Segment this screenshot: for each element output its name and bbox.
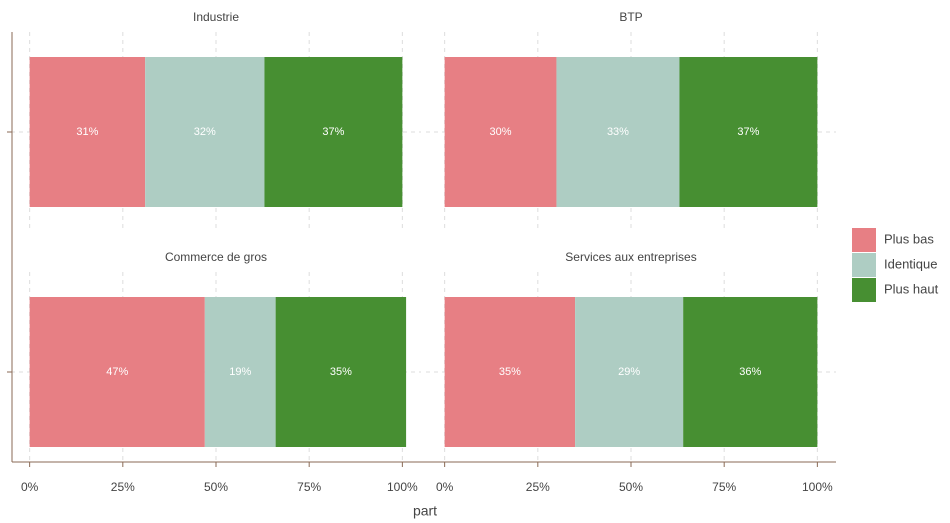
bar-segment [679, 57, 818, 207]
data-label: 29% [618, 366, 640, 378]
x-tick-label: 100% [387, 480, 418, 494]
bar-segment [29, 57, 146, 207]
x-tick-label: 50% [619, 480, 643, 494]
facet-title: BTP [619, 10, 642, 24]
x-axis-label: part [413, 503, 437, 519]
x-tick-label: 0% [436, 480, 454, 494]
data-label: 32% [194, 126, 216, 138]
bar-segment [264, 57, 403, 207]
bar-segment [275, 297, 407, 447]
legend-label: Identique [884, 256, 938, 271]
data-label: 35% [330, 366, 352, 378]
facet-title: Commerce de gros [165, 250, 267, 264]
data-label: 37% [322, 126, 344, 138]
legend-swatch [852, 278, 876, 302]
x-tick-label: 0% [21, 480, 39, 494]
x-tick-label: 75% [712, 480, 736, 494]
data-label: 37% [737, 126, 759, 138]
bar-segment [145, 57, 265, 207]
facet-title: Industrie [193, 10, 239, 24]
bar-segment [683, 297, 818, 447]
x-tick-label: 100% [802, 480, 833, 494]
data-label: 36% [739, 366, 761, 378]
legend-label: Plus haut [884, 281, 939, 296]
x-tick-label: 50% [204, 480, 228, 494]
data-label: 33% [607, 126, 629, 138]
bar-segment [204, 297, 276, 447]
legend-swatch [852, 228, 876, 252]
bar-segment [29, 297, 205, 447]
data-label: 47% [106, 366, 128, 378]
x-tick-label: 75% [297, 480, 321, 494]
data-label: 31% [76, 126, 98, 138]
data-label: 35% [499, 366, 521, 378]
data-label: 19% [229, 366, 251, 378]
legend-swatch [852, 253, 876, 277]
bar-segment [575, 297, 684, 447]
bar-segment [444, 57, 557, 207]
x-tick-label: 25% [111, 480, 135, 494]
bar-segment [444, 297, 576, 447]
bar-segment [556, 57, 680, 207]
x-tick-label: 25% [526, 480, 550, 494]
data-label: 30% [490, 126, 512, 138]
legend-label: Plus bas [884, 231, 934, 246]
facet-title: Services aux entreprises [565, 250, 696, 264]
